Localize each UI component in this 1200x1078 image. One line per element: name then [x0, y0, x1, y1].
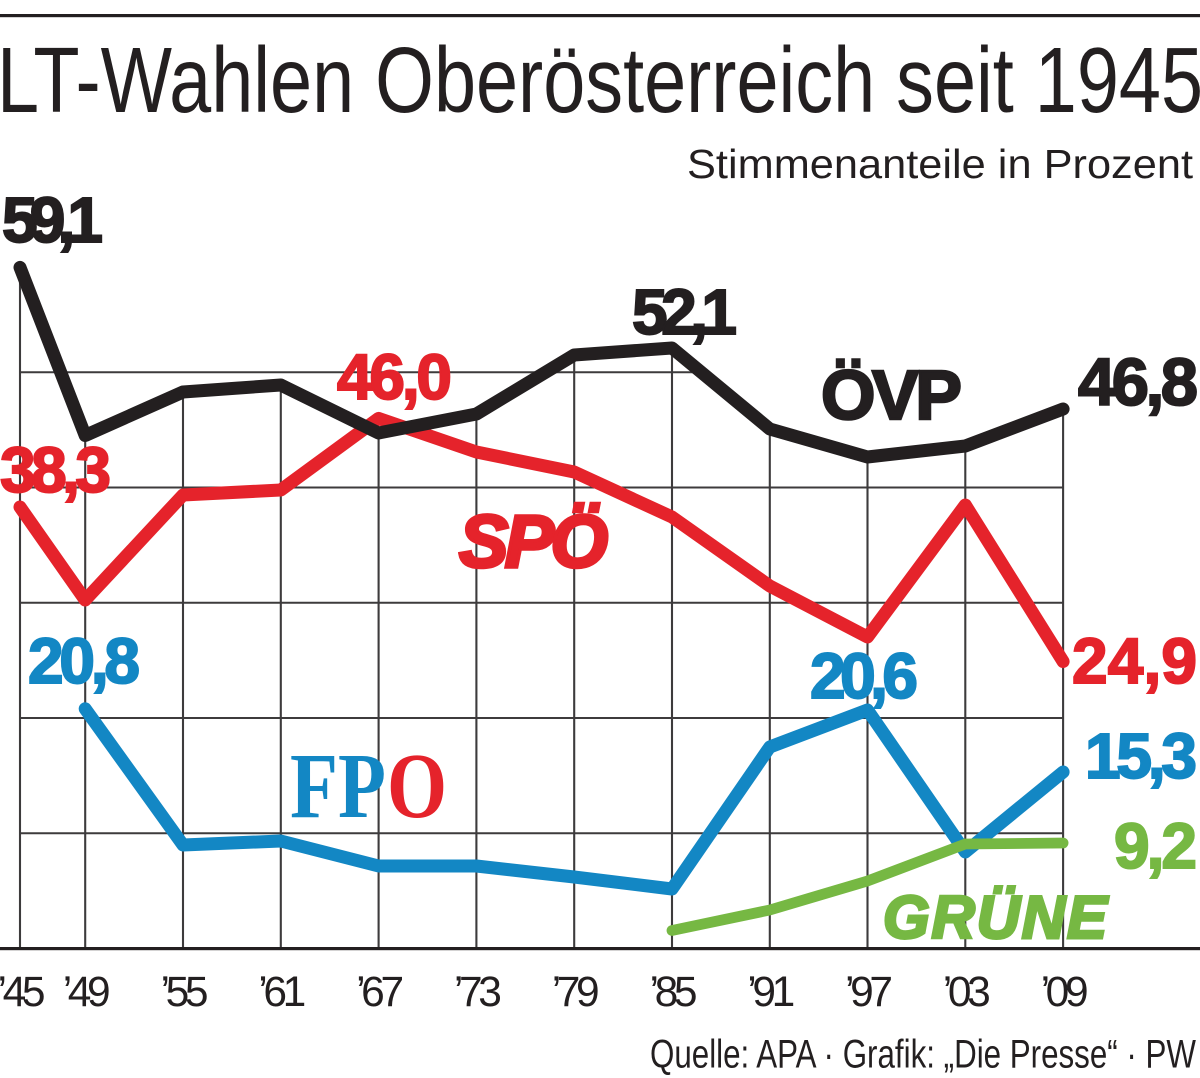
- svg-text:FP: FP: [290, 734, 386, 838]
- svg-text:’97: ’97: [845, 969, 893, 1016]
- svg-text:’79: ’79: [552, 969, 600, 1016]
- svg-text:20,8: 20,8: [28, 625, 140, 697]
- svg-text:’55: ’55: [161, 969, 209, 1016]
- svg-text:24,9: 24,9: [1072, 625, 1197, 697]
- svg-text:46,0: 46,0: [337, 341, 452, 413]
- svg-text:GRÜNE: GRÜNE: [883, 884, 1109, 951]
- svg-text:’91: ’91: [747, 969, 795, 1016]
- svg-text:SPÖ: SPÖ: [459, 500, 608, 583]
- svg-text:Stimmenanteile in Prozent: Stimmenanteile in Prozent: [687, 141, 1194, 187]
- svg-text:38,3: 38,3: [0, 434, 111, 506]
- svg-text:O: O: [387, 735, 447, 837]
- svg-text:52,1: 52,1: [632, 276, 737, 348]
- svg-text:Quelle: APA · Grafik: „Die Pre: Quelle: APA · Grafik: „Die Presse“ · PW: [650, 1033, 1196, 1077]
- svg-text:’85: ’85: [650, 969, 698, 1016]
- svg-text:ÖVP: ÖVP: [821, 356, 962, 434]
- svg-text:59,1: 59,1: [2, 184, 103, 256]
- svg-text:’73: ’73: [454, 969, 502, 1016]
- svg-text:LT-Wahlen Oberösterreich seit: LT-Wahlen Oberösterreich seit 1945: [0, 28, 1200, 132]
- svg-text:’45: ’45: [0, 969, 46, 1016]
- svg-text:’67: ’67: [356, 969, 404, 1016]
- svg-text:’03: ’03: [943, 969, 991, 1016]
- svg-text:46,8: 46,8: [1078, 345, 1198, 420]
- svg-text:20,6: 20,6: [810, 640, 918, 712]
- svg-text:’61: ’61: [258, 969, 306, 1016]
- svg-text:9,2: 9,2: [1114, 810, 1197, 882]
- svg-text:’09: ’09: [1041, 969, 1089, 1016]
- svg-text:15,3: 15,3: [1085, 720, 1197, 792]
- svg-text:’49: ’49: [63, 969, 111, 1016]
